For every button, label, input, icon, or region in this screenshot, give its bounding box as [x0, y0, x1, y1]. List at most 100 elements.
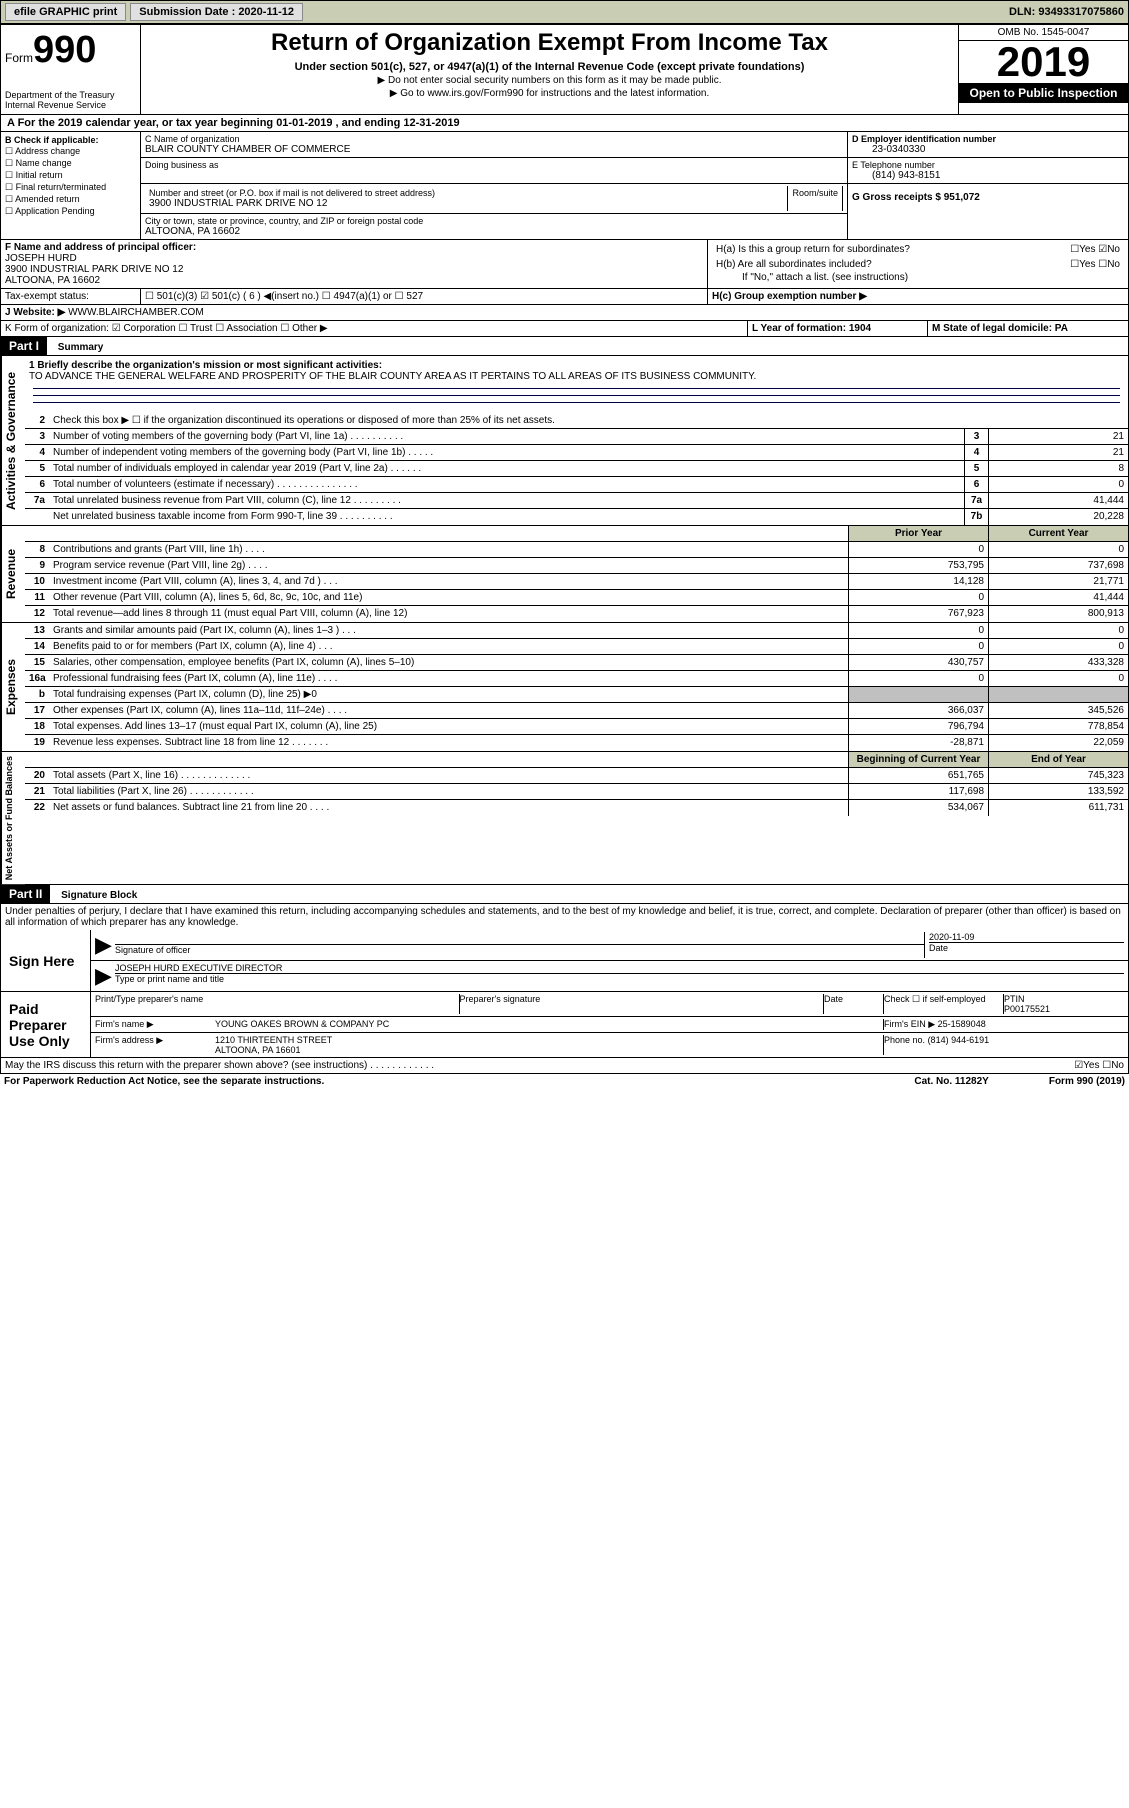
summary-line: 11Other revenue (Part VIII, column (A), … [25, 590, 1128, 606]
section-b-checkboxes: B Check if applicable: Address change Na… [1, 132, 141, 239]
paid-preparer-label: Paid Preparer Use Only [1, 992, 91, 1057]
hb-answer[interactable]: ☐Yes ☐No [1066, 257, 1124, 272]
hb-label: H(b) Are all subordinates included? [712, 257, 1066, 272]
discuss-question: May the IRS discuss this return with the… [5, 1060, 1074, 1071]
summary-line: 20Total assets (Part X, line 16) . . . .… [25, 768, 1128, 784]
date-label: Date [929, 942, 1124, 953]
ptin-label: PTIN [1004, 994, 1025, 1004]
summary-line: 18Total expenses. Add lines 13–17 (must … [25, 719, 1128, 735]
summary-line: 17Other expenses (Part IX, column (A), l… [25, 703, 1128, 719]
summary-line: 3Number of voting members of the governi… [25, 429, 1128, 445]
chk-final-return[interactable]: Final return/terminated [5, 182, 136, 193]
chk-amended-return[interactable]: Amended return [5, 194, 136, 205]
sign-arrow-icon: ▶ [95, 932, 115, 958]
summary-line: 9Program service revenue (Part VIII, lin… [25, 558, 1128, 574]
mission-text: TO ADVANCE THE GENERAL WELFARE AND PROSP… [29, 371, 756, 382]
chk-name-change[interactable]: Name change [5, 158, 136, 169]
form-title: Return of Organization Exempt From Incom… [145, 29, 954, 57]
declaration-text: Under penalties of perjury, I declare th… [0, 904, 1129, 930]
col-prior-year: Prior Year [848, 526, 988, 541]
sig-officer-label: Signature of officer [115, 945, 190, 955]
summary-line: 7aTotal unrelated business revenue from … [25, 493, 1128, 509]
k-form-org[interactable]: K Form of organization: ☑ Corporation ☐ … [1, 321, 748, 336]
open-inspection: Open to Public Inspection [959, 83, 1128, 103]
firm-phone: (814) 944-6191 [928, 1035, 990, 1045]
d-label: D Employer identification number [852, 134, 996, 144]
website-url[interactable]: WWW.BLAIRCHAMBER.COM [68, 307, 204, 318]
addr-label: Number and street (or P.O. box if mail i… [149, 188, 783, 198]
side-revenue: Revenue [1, 526, 25, 622]
summary-line: 4Number of independent voting members of… [25, 445, 1128, 461]
chk-application-pending[interactable]: Application Pending [5, 206, 136, 217]
firm-addr1: 1210 THIRTEENTH STREET [215, 1035, 883, 1045]
preparer-check[interactable]: Check ☐ if self-employed [884, 994, 1004, 1014]
preparer-date-label: Date [824, 994, 884, 1014]
ha-answer[interactable]: ☐Yes ☑No [1066, 242, 1124, 257]
summary-line: 6Total number of volunteers (estimate if… [25, 477, 1128, 493]
efile-print-button[interactable]: efile GRAPHIC print [5, 3, 126, 21]
form-footer: Form 990 (2019) [1049, 1076, 1125, 1087]
firm-name-label: Firm's name ▶ [95, 1019, 215, 1030]
room-label: Room/suite [787, 186, 843, 211]
firm-addr-label: Firm's address ▶ [95, 1035, 215, 1055]
ein: 23-0340330 [852, 144, 1124, 155]
note-link: ▶ Go to www.irs.gov/Form990 for instruct… [145, 88, 954, 99]
g-gross-receipts: G Gross receipts $ 951,072 [852, 192, 1124, 203]
irs-label: Internal Revenue Service [5, 100, 136, 110]
summary-line: 12Total revenue—add lines 8 through 11 (… [25, 606, 1128, 622]
dln-label: DLN: 93493317075860 [1009, 6, 1124, 18]
summary-line: 15Salaries, other compensation, employee… [25, 655, 1128, 671]
summary-line: 13Grants and similar amounts paid (Part … [25, 623, 1128, 639]
officer-addr: 3900 INDUSTRIAL PARK DRIVE NO 12 [5, 264, 703, 275]
summary-line: 10Investment income (Part VIII, column (… [25, 574, 1128, 590]
phone: (814) 943-8151 [852, 170, 1124, 181]
side-expenses: Expenses [1, 623, 25, 751]
f-label: F Name and address of principal officer: [5, 242, 703, 253]
website-label: J Website: ▶ [5, 307, 65, 318]
top-bar: efile GRAPHIC print Submission Date : 20… [0, 0, 1129, 24]
form-label: Form [5, 51, 33, 65]
officer-h-block: F Name and address of principal officer:… [0, 240, 1129, 289]
c-label: C Name of organization [145, 134, 843, 144]
firm-ein: 25-1589048 [938, 1019, 986, 1029]
part2-title: Signature Block [53, 890, 137, 901]
tax-status-label: Tax-exempt status: [1, 289, 141, 304]
sign-arrow-icon-2: ▶ [95, 963, 115, 989]
name-title-label: Type or print name and title [115, 973, 1124, 984]
summary-line: 19Revenue less expenses. Subtract line 1… [25, 735, 1128, 751]
part1-title: Summary [50, 342, 104, 353]
pra-notice: For Paperwork Reduction Act Notice, see … [4, 1076, 324, 1087]
org-name: BLAIR COUNTY CHAMBER OF COMMERCE [145, 144, 843, 155]
side-governance: Activities & Governance [1, 356, 25, 525]
sign-here-label: Sign Here [1, 930, 91, 991]
chk-address-change[interactable]: Address change [5, 146, 136, 157]
part1-label: Part I [1, 337, 47, 355]
dept-label: Department of the Treasury [5, 90, 136, 100]
chk-initial-return[interactable]: Initial return [5, 170, 136, 181]
line2-desc: Check this box ▶ ☐ if the organization d… [49, 413, 1128, 428]
firm-ein-label: Firm's EIN ▶ [884, 1019, 935, 1029]
period-line: A For the 2019 calendar year, or tax yea… [0, 115, 1129, 132]
col-end-year: End of Year [988, 752, 1128, 767]
org-info-block: B Check if applicable: Address change Na… [0, 132, 1129, 240]
ha-label: H(a) Is this a group return for subordin… [712, 242, 1066, 257]
mission-label: 1 Briefly describe the organization's mi… [29, 360, 382, 371]
firm-name: YOUNG OAKES BROWN & COMPANY PC [215, 1019, 884, 1030]
col-begin-year: Beginning of Current Year [848, 752, 988, 767]
org-address: 3900 INDUSTRIAL PARK DRIVE NO 12 [149, 198, 783, 209]
summary-line: 16aProfessional fundraising fees (Part I… [25, 671, 1128, 687]
col-current-year: Current Year [988, 526, 1128, 541]
firm-phone-label: Phone no. [884, 1035, 925, 1045]
part2-label: Part II [1, 885, 50, 903]
org-city: ALTOONA, PA 16602 [145, 226, 843, 237]
discuss-answer[interactable]: ☑Yes ☐No [1074, 1060, 1124, 1071]
l-year-formation: L Year of formation: 1904 [748, 321, 928, 336]
cat-no: Cat. No. 11282Y [914, 1076, 988, 1087]
officer-name: JOSEPH HURD [5, 253, 703, 264]
city-label: City or town, state or province, country… [145, 216, 843, 226]
summary-line: 21Total liabilities (Part X, line 26) . … [25, 784, 1128, 800]
ptin: P00175521 [1004, 1004, 1050, 1014]
tax-status-options[interactable]: ☐ 501(c)(3) ☑ 501(c) ( 6 ) ◀(insert no.)… [141, 289, 708, 304]
m-state-domicile: M State of legal domicile: PA [928, 321, 1128, 336]
dba-label: Doing business as [145, 160, 843, 170]
